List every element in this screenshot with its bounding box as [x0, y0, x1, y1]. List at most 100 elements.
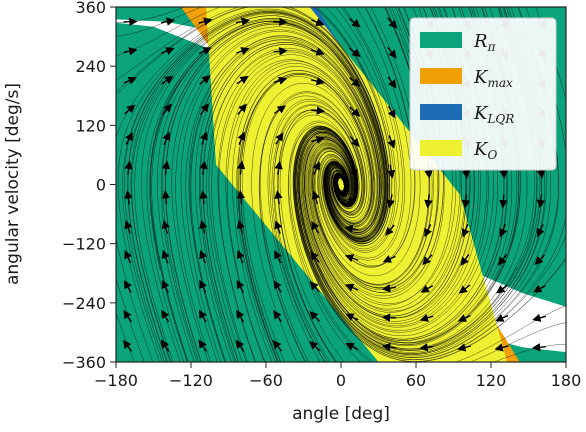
flow-arrow — [310, 106, 326, 115]
flow-arrow — [237, 103, 247, 115]
flow-arrow — [161, 219, 170, 234]
flow-arrow — [235, 339, 245, 352]
x-tick-label: 60 — [406, 371, 426, 390]
flow-arrow — [123, 280, 132, 293]
flow-arrow — [387, 76, 397, 89]
x-tick-label: 120 — [476, 371, 507, 390]
streamline — [455, 305, 566, 362]
flow-arrow — [123, 47, 138, 56]
flow-arrow — [458, 284, 471, 294]
y-tick-label: −240 — [62, 294, 106, 313]
flow-arrow — [386, 164, 396, 179]
flow-arrow — [310, 77, 325, 86]
y-tick-label: 0 — [96, 176, 106, 195]
flow-arrow — [309, 311, 321, 322]
flow-arrow — [236, 75, 249, 85]
flow-arrow — [387, 105, 396, 119]
flow-arrow — [161, 160, 171, 175]
y-tick-label: 360 — [75, 0, 106, 17]
flow-arrow — [310, 47, 325, 56]
flow-arrow — [199, 75, 211, 85]
flow-arrow — [349, 77, 361, 87]
flow-arrow — [309, 281, 320, 293]
flow-arrow — [345, 283, 359, 292]
x-axis-ticks: −180 −120 −60 0 60 120 180 — [94, 362, 581, 390]
flow-arrow — [198, 339, 207, 352]
flow-arrow — [311, 190, 320, 205]
flow-arrow — [199, 219, 208, 234]
flow-arrow — [349, 106, 361, 117]
flow-arrow — [124, 104, 136, 115]
flow-arrow — [387, 47, 397, 59]
flow-arrow — [160, 339, 170, 352]
flow-arrow — [534, 254, 545, 265]
flow-arrow — [461, 223, 470, 238]
legend-swatch — [420, 104, 462, 120]
legend-swatch — [420, 140, 462, 156]
flow-arrow — [497, 254, 508, 266]
flow-arrow — [161, 47, 175, 55]
flow-arrow — [161, 309, 170, 323]
flow-arrow — [344, 254, 359, 263]
flow-arrow — [160, 17, 176, 26]
flow-arrow — [274, 220, 283, 234]
flow-arrow — [122, 339, 133, 352]
x-axis-label: angle [deg] — [292, 404, 390, 424]
flow-arrow — [496, 284, 508, 294]
flow-arrow — [236, 279, 245, 293]
y-axis-ticks: −360 −240 −120 0 120 240 360 — [62, 0, 116, 372]
flow-arrow — [349, 18, 361, 28]
flow-arrow — [161, 75, 174, 85]
flow-arrow — [273, 310, 282, 323]
streamline — [293, 7, 566, 360]
flow-arrow — [198, 17, 213, 26]
flow-arrow — [274, 160, 283, 175]
flow-arrow — [274, 105, 287, 114]
streamline — [293, 7, 559, 358]
flow-arrow — [162, 131, 171, 146]
flow-arrow — [420, 284, 434, 293]
x-tick-label: 0 — [336, 371, 346, 390]
y-tick-label: 240 — [75, 57, 106, 76]
streamline — [116, 312, 135, 362]
x-tick-label: −60 — [249, 371, 283, 390]
flow-arrow — [199, 160, 208, 175]
flow-arrow — [236, 249, 245, 264]
flow-arrow — [161, 249, 170, 264]
flow-arrow — [124, 220, 133, 234]
flow-arrow — [495, 314, 509, 322]
flow-arrow — [387, 135, 396, 149]
flow-arrow — [344, 224, 359, 233]
streamline — [116, 7, 203, 37]
flow-arrow — [385, 224, 395, 236]
flow-arrow — [125, 131, 133, 145]
flow-arrow — [272, 340, 283, 352]
flow-arrow — [123, 76, 137, 85]
flow-arrow — [199, 131, 208, 146]
x-tick-label: 180 — [551, 371, 582, 390]
flow-arrow — [345, 342, 359, 351]
legend-swatch — [420, 68, 462, 84]
flow-arrow — [124, 250, 132, 264]
flow-arrow — [345, 313, 359, 322]
flow-arrow — [424, 224, 432, 238]
flow-arrow — [349, 135, 360, 148]
flow-arrow — [532, 313, 546, 322]
x-tick-label: −120 — [169, 371, 213, 390]
y-axis-label: angular velocity [deg/s] — [3, 83, 23, 285]
flow-arrow — [494, 343, 509, 352]
flow-arrow — [382, 254, 396, 263]
flow-arrow — [349, 47, 361, 58]
flow-arrow — [236, 47, 250, 56]
flow-arrow — [311, 18, 325, 27]
flow-arrow — [532, 284, 546, 293]
flow-arrow — [273, 280, 282, 293]
flow-arrow — [236, 309, 245, 323]
flow-arrow — [273, 47, 288, 56]
y-tick-label: −360 — [62, 353, 106, 372]
flow-arrow — [309, 340, 321, 352]
flow-arrow — [419, 343, 434, 352]
flow-arrow — [381, 284, 397, 293]
